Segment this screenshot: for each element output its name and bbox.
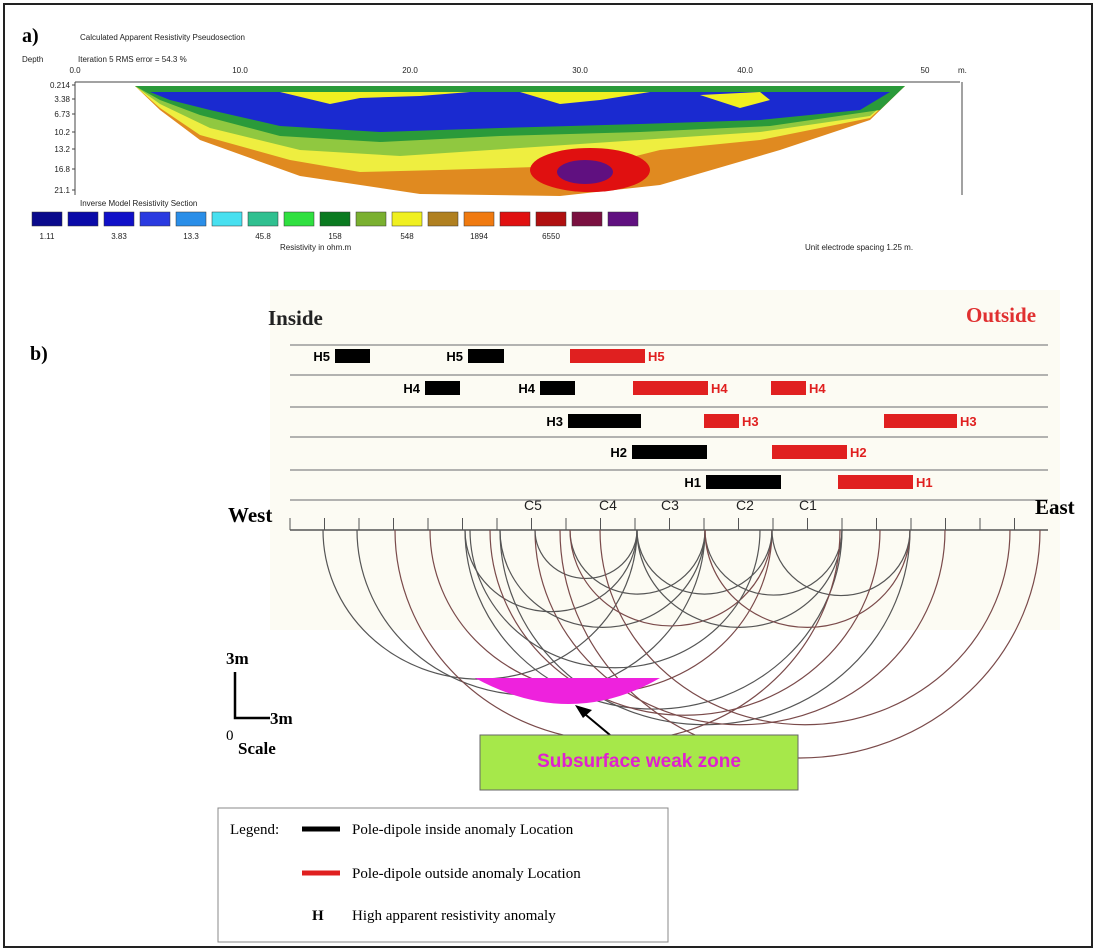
- panel-b-label: b): [30, 343, 48, 365]
- depth-tick-label: 16.8: [54, 165, 70, 174]
- scale-label: 3.83: [111, 232, 127, 241]
- anomaly-label: H2: [610, 445, 627, 460]
- color-swatch: [68, 212, 98, 226]
- depth-label: Depth: [22, 55, 43, 64]
- scale-origin: 0: [226, 728, 234, 744]
- depth-tick-label: 6.73: [54, 110, 70, 119]
- east-label: East: [1035, 495, 1075, 519]
- color-swatch: [356, 212, 386, 226]
- anomaly-bar: [468, 349, 504, 363]
- scale-label: 158: [328, 232, 342, 241]
- anomaly-label: H3: [960, 414, 977, 429]
- x-label: 20.0: [402, 66, 418, 75]
- inside-label: Inside: [268, 306, 323, 330]
- page: {"panel_a":{"label":"a)","title":"Calcul…: [0, 0, 1096, 951]
- legend-title: Legend:: [230, 822, 279, 838]
- color-swatch: [248, 212, 278, 226]
- depth-tick-label: 21.1: [54, 186, 70, 195]
- x-label: 0.0: [69, 66, 81, 75]
- scale-title: Resistivity in ohm.m: [280, 243, 351, 252]
- scale-label: 1.11: [40, 232, 56, 241]
- color-swatch: [428, 212, 458, 226]
- scale-label: 13.3: [183, 232, 199, 241]
- anomaly-label: H5: [313, 349, 330, 364]
- anomaly-label: H5: [446, 349, 463, 364]
- x-label: 30.0: [572, 66, 588, 75]
- legend-h: H: [312, 908, 324, 924]
- color-swatch: [284, 212, 314, 226]
- anomaly-bar: [771, 381, 806, 395]
- scale-vertical: 3m: [226, 649, 249, 668]
- legend-inside: Pole-dipole inside anomaly Location: [352, 822, 574, 838]
- panel-a-label: a): [22, 25, 39, 47]
- anomaly-bar: [570, 349, 645, 363]
- color-swatch: [572, 212, 602, 226]
- anomaly-bar: [838, 475, 913, 489]
- scale-label: 6550: [542, 232, 560, 241]
- anomaly-bar: [884, 414, 957, 428]
- anomaly-bar: [704, 414, 739, 428]
- color-swatch: [140, 212, 170, 226]
- color-swatch: [176, 212, 206, 226]
- scale-label: 1894: [470, 232, 488, 241]
- scale-label: 548: [400, 232, 414, 241]
- anomaly-bar: [772, 445, 847, 459]
- anomaly-bar: [335, 349, 370, 363]
- x-label: 40.0: [737, 66, 753, 75]
- anomaly-label: H4: [518, 381, 535, 396]
- anomaly-label: H4: [711, 381, 728, 396]
- anomaly-label: H4: [403, 381, 420, 396]
- x-label: 50: [921, 66, 930, 75]
- iteration: Iteration 5 RMS error = 54.3 %: [78, 55, 187, 64]
- anomaly-label: H1: [684, 475, 701, 490]
- color-swatch: [536, 212, 566, 226]
- legend-h-text: High apparent resistivity anomaly: [352, 908, 556, 924]
- scale-title: Scale: [238, 739, 276, 758]
- scale-horizontal: 3m: [270, 709, 293, 728]
- spacing-note: Unit electrode spacing 1.25 m.: [805, 243, 913, 252]
- depth-tick-label: 13.2: [54, 145, 70, 154]
- anomaly-label: H5: [648, 349, 665, 364]
- anomaly-bar: [706, 475, 781, 489]
- depth-tick-label: 3.38: [54, 95, 70, 104]
- depth-tick-label: 0.214: [50, 81, 71, 90]
- depth-tick-label: 10.2: [54, 128, 70, 137]
- electrode-label: C3: [661, 497, 679, 513]
- sketch-bg: [270, 290, 1060, 630]
- x-label: 10.0: [232, 66, 248, 75]
- anomaly-label: H3: [742, 414, 759, 429]
- electrode-label: C5: [524, 497, 542, 513]
- anomaly-label: H1: [916, 475, 933, 490]
- color-swatch: [392, 212, 422, 226]
- color-swatch: [32, 212, 62, 226]
- electrode-label: C1: [799, 497, 817, 513]
- title: Calculated Apparent Resistivity Pseudose…: [80, 33, 245, 42]
- color-swatch: [500, 212, 530, 226]
- color-swatch: [464, 212, 494, 226]
- section-title: Inverse Model Resistivity Section: [80, 199, 197, 208]
- figure: a) Calculated Apparent Resistivity Pseud…: [0, 0, 1096, 951]
- west-label: West: [228, 503, 272, 527]
- anomaly-bar: [540, 381, 575, 395]
- color-swatch: [320, 212, 350, 226]
- weak-zone-label: Subsurface weak zone: [537, 751, 741, 772]
- color-swatch: [608, 212, 638, 226]
- legend-outside: Pole-dipole outside anomaly Location: [352, 866, 581, 882]
- anomaly-label: H2: [850, 445, 867, 460]
- outside-label: Outside: [966, 303, 1036, 327]
- electrode-label: C2: [736, 497, 754, 513]
- color-swatch: [212, 212, 242, 226]
- color-swatch: [104, 212, 134, 226]
- electrode-label: C4: [599, 497, 617, 513]
- anomaly-label: H4: [809, 381, 826, 396]
- scale-label: 45.8: [255, 232, 271, 241]
- anomaly-bar: [633, 381, 708, 395]
- anomaly-bar: [425, 381, 460, 395]
- anomaly-label: H3: [546, 414, 563, 429]
- anomaly-bar: [632, 445, 707, 459]
- anomaly-bar: [568, 414, 641, 428]
- x-unit: m.: [958, 66, 967, 75]
